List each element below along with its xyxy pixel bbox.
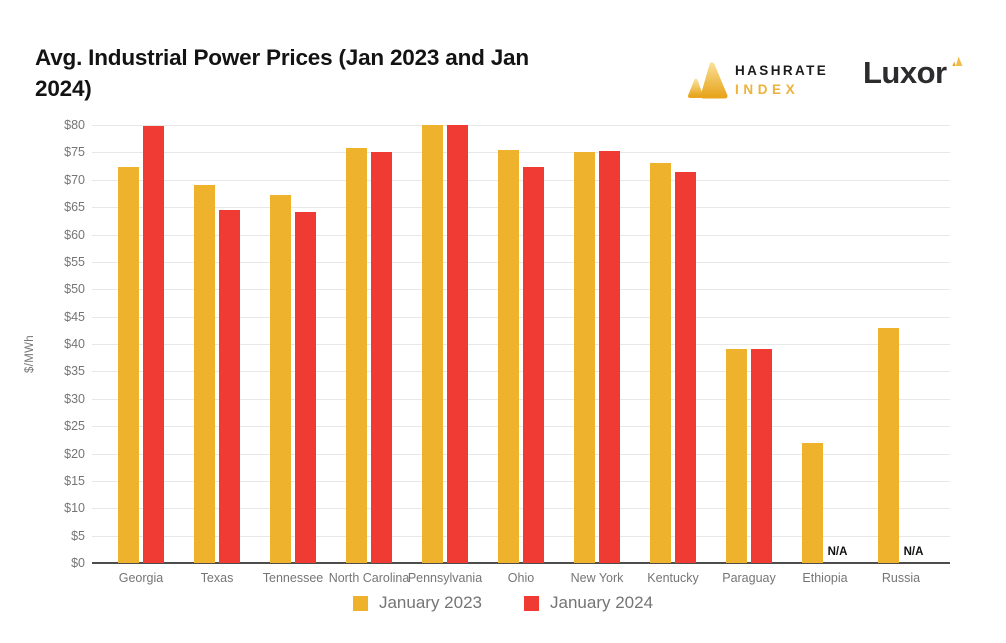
gridline-25 (92, 426, 950, 428)
bar-january-2023-texas (194, 185, 215, 563)
bar-january-2024-kentucky (675, 172, 696, 563)
y-tick-label-10: $10 (64, 501, 85, 516)
bar-january-2023-georgia (118, 166, 139, 563)
y-tick-label-25: $25 (64, 419, 85, 434)
chart-title: Avg. Industrial Power Prices (Jan 2023 a… (35, 45, 529, 101)
x-tick-label-kentucky: Kentucky (647, 571, 699, 585)
bar-january-2023-new-york (574, 152, 595, 563)
legend-swatch-january-2024 (524, 595, 539, 611)
hashrate-index-logo: HASHRATE INDEX (686, 58, 828, 100)
gridline-35 (92, 371, 950, 373)
gridline-30 (92, 398, 950, 400)
gridline-45 (92, 316, 950, 318)
gridline-65 (92, 207, 950, 209)
bar-january-2024-ohio (523, 166, 544, 563)
hashrate-logo-text: HASHRATE (735, 63, 829, 78)
y-tick-label-5: $5 (71, 528, 85, 543)
luxor-logo-icon (952, 56, 963, 66)
gridline-80 (92, 125, 950, 126)
bar-january-2024-texas (219, 210, 240, 563)
gridline-70 (92, 179, 950, 181)
x-tick-label-new-york: New York (570, 571, 624, 585)
legend-item-january-2023: January 2023 (352, 593, 482, 613)
bar-january-2023-pennsylvania (422, 125, 443, 563)
bar-january-2023-russia (878, 327, 899, 563)
bar-january-2024-georgia (143, 125, 164, 563)
gridline-40 (92, 344, 950, 345)
luxor-logo-text: Luxor (863, 55, 947, 90)
y-tick-label-20: $20 (64, 446, 85, 461)
y-tick-label-60: $60 (64, 227, 85, 242)
x-tick-label-pennsylvania: Pennsylvania (407, 571, 483, 585)
gridline-75 (92, 152, 950, 154)
x-tick-label-ethiopia: Ethiopia (802, 571, 848, 585)
y-tick-label-0: $0 (71, 556, 85, 570)
gridline-10 (92, 508, 950, 510)
gridline-60 (92, 234, 950, 236)
bar-january-2023-ethiopia (802, 442, 823, 563)
legend-label-january-2024: January 2024 (550, 593, 654, 612)
bar-january-2024-new-york (599, 150, 620, 563)
bar-january-2024-paraguay (751, 349, 772, 563)
x-tick-label-georgia: Georgia (118, 571, 164, 585)
y-tick-label-55: $55 (64, 254, 85, 269)
bar-january-2023-north-carolina (346, 147, 367, 563)
y-tick-label-65: $65 (64, 200, 85, 215)
y-tick-label-50: $50 (64, 282, 85, 297)
legend: January 2023 January 2024 (0, 593, 1006, 613)
gridline-20 (92, 453, 950, 455)
y-tick-label-30: $30 (64, 391, 85, 406)
hashrate-index-logo-icon (688, 62, 728, 99)
gridline-50 (92, 289, 950, 291)
gridline-5 (92, 535, 950, 537)
x-tick-label-russia: Russia (881, 571, 921, 585)
legend-label-january-2023: January 2023 (378, 593, 482, 612)
x-tick-label-tennessee: Tennessee (262, 571, 324, 585)
na-label-january-2024-ethiopia: N/A (827, 546, 848, 558)
bar-january-2024-north-carolina (371, 151, 392, 563)
y-tick-label-15: $15 (64, 473, 85, 488)
legend-item-january-2024: January 2024 (524, 593, 653, 613)
index-logo-text: INDEX (735, 82, 800, 97)
x-tick-label-paraguay: Paraguay (722, 571, 776, 585)
x-axis-line (92, 562, 950, 564)
y-tick-label-80: $80 (64, 118, 85, 132)
bar-january-2024-pennsylvania (447, 125, 468, 563)
bar-january-2023-tennessee (270, 194, 291, 563)
bar-january-2024-tennessee (295, 212, 316, 563)
x-tick-label-ohio: Ohio (507, 571, 535, 585)
y-tick-label-70: $70 (64, 172, 85, 187)
bar-january-2023-kentucky (650, 162, 671, 563)
y-tick-label-35: $35 (64, 364, 85, 379)
x-tick-label-texas: Texas (200, 571, 234, 585)
y-tick-label-75: $75 (64, 145, 85, 160)
y-tick-label-40: $40 (64, 337, 85, 351)
x-tick-label-north-carolina: North Carolina (328, 571, 410, 585)
gridline-55 (92, 261, 950, 263)
luxor-logo: Luxor (863, 56, 964, 90)
bar-january-2023-ohio (498, 150, 519, 563)
bar-january-2023-paraguay (726, 349, 747, 563)
legend-swatch-january-2023 (352, 595, 368, 611)
y-tick-label-45: $45 (64, 309, 85, 324)
na-label-january-2024-russia: N/A (903, 546, 924, 558)
gridline-15 (92, 480, 950, 482)
